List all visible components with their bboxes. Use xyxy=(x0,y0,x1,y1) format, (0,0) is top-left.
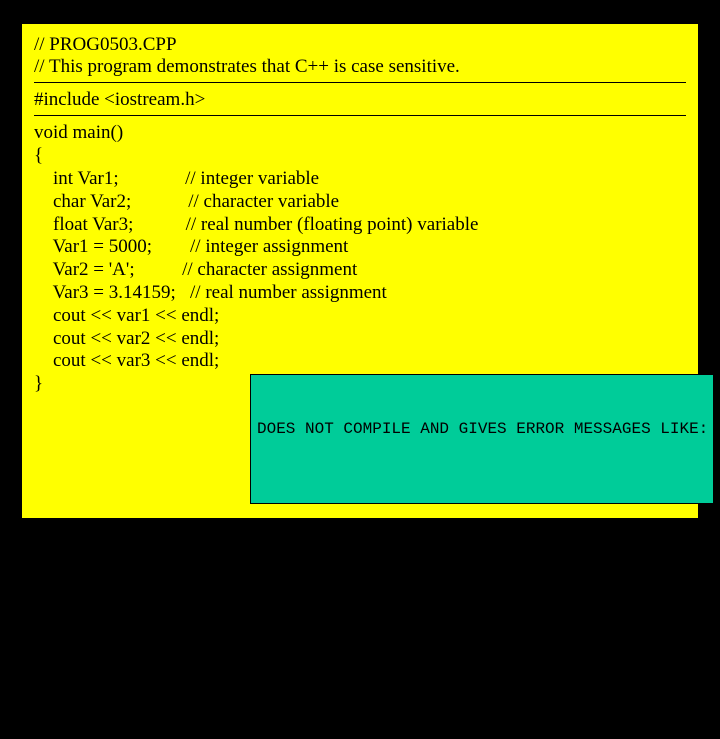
code-line: { xyxy=(34,145,686,168)
include-line: #include <iostream.h> xyxy=(34,89,686,112)
code-line: Var2 = 'A'; // character assignment xyxy=(34,259,686,282)
error-line: Error PROG0503.CPP 18: Undefined symbol … xyxy=(257,579,707,599)
divider-1 xyxy=(34,82,686,83)
error-panel: DOES NOT COMPILE AND GIVES ERROR MESSAGE… xyxy=(250,374,714,504)
code-line: Var1 = 5000; // integer assignment xyxy=(34,236,686,259)
header-comment-2: // This program demonstrates that C++ is… xyxy=(34,56,686,78)
header-comment-1: // PROG0503.CPP xyxy=(34,34,686,56)
code-line: Var3 = 3.14159; // real number assignmen… xyxy=(34,282,686,305)
divider-2 xyxy=(34,115,686,116)
error-compiling: Compiling PROG0503.CPP xyxy=(257,519,707,539)
error-title: DOES NOT COMPILE AND GIVES ERROR MESSAGE… xyxy=(257,419,707,439)
error-line: Error PROG0503.CPP 18: Undefined symbol … xyxy=(257,699,707,719)
code-line: void main() xyxy=(34,122,686,145)
code-line: cout << var3 << endl; xyxy=(34,350,686,373)
error-line: Error PROG0503.CPP 18: Undefined symbol … xyxy=(257,639,707,659)
code-line: int Var1; // integer variable xyxy=(34,168,686,191)
code-line: char Var2; // character variable xyxy=(34,191,686,214)
code-line: cout << var2 << endl; xyxy=(34,328,686,351)
code-line: cout << var1 << endl; xyxy=(34,305,686,328)
code-line: float Var3; // real number (floating poi… xyxy=(34,214,686,237)
